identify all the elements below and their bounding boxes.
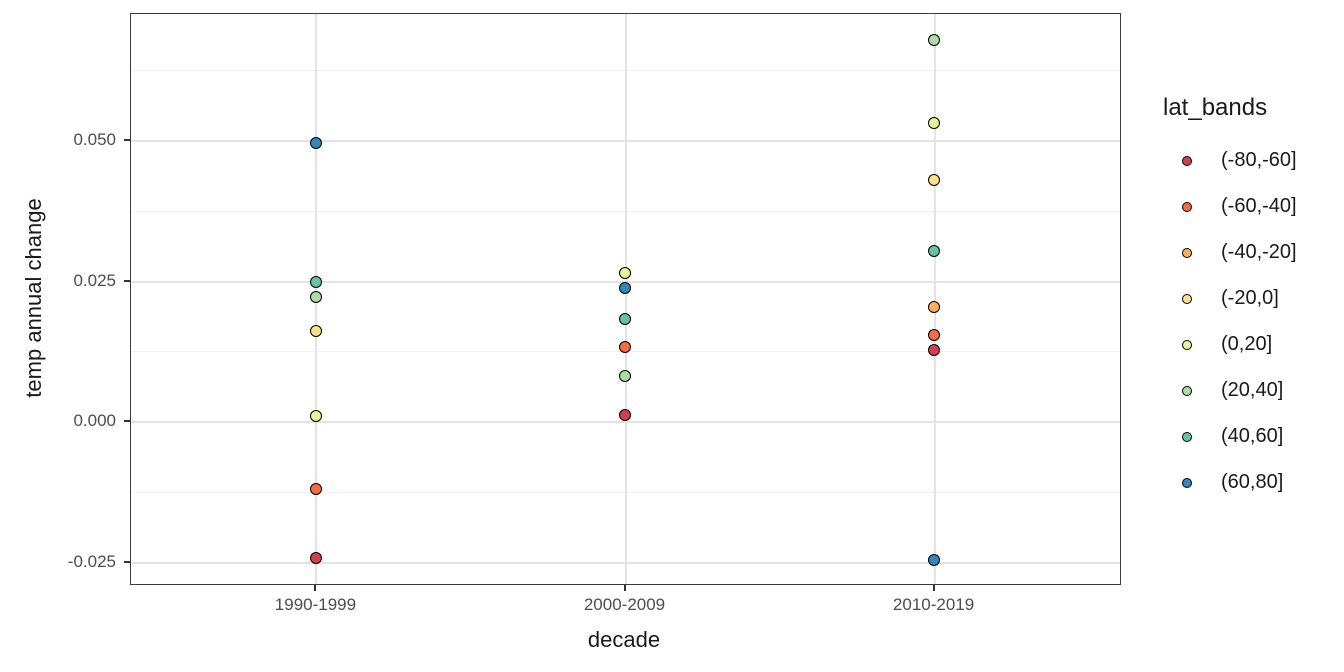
data-point <box>928 328 941 341</box>
legend-label: (20,40] <box>1221 379 1284 401</box>
legend-label: (-20,0] <box>1221 287 1279 309</box>
legend-label: (-60,-40] <box>1221 195 1297 217</box>
data-point <box>928 116 941 129</box>
y-tick-label: 0.000 <box>73 411 116 431</box>
data-point <box>309 552 322 565</box>
legend-label: (-80,-60] <box>1221 149 1297 171</box>
data-point <box>619 370 631 383</box>
data-point <box>928 245 941 258</box>
category-gridline <box>933 14 936 584</box>
y-tick-mark <box>124 138 130 141</box>
plot-panel <box>130 13 1121 585</box>
legend-label: (-40,-20] <box>1221 241 1297 263</box>
legend-key-icon <box>1182 477 1192 488</box>
legend-key-icon <box>1182 201 1192 212</box>
y-tick-mark <box>124 279 130 282</box>
data-point <box>309 482 322 495</box>
legend-key-icon <box>1182 431 1192 442</box>
x-tick-label: 2000-2009 <box>583 595 666 614</box>
x-tick-mark <box>314 584 317 591</box>
legend-key-icon <box>1182 385 1192 396</box>
x-tick-label: 1990-1999 <box>274 595 357 614</box>
legend-item: (-40,-20] <box>1150 230 1297 276</box>
x-tick-mark <box>623 584 626 591</box>
data-point <box>928 173 941 186</box>
data-point <box>309 275 322 288</box>
x-tick-mark <box>932 584 935 591</box>
legend-item: (40,60] <box>1150 414 1283 460</box>
y-tick-label: 0.025 <box>73 270 116 290</box>
legend-item: (60,80] <box>1150 460 1283 506</box>
legend-item: (-20,0] <box>1150 276 1279 322</box>
data-point <box>619 313 631 326</box>
y-tick-mark <box>124 420 130 423</box>
legend-key-icon <box>1182 247 1192 258</box>
data-point <box>309 290 322 303</box>
y-tick-label: -0.025 <box>67 552 116 572</box>
data-point <box>619 266 631 279</box>
y-tick-mark <box>124 561 130 564</box>
data-point <box>928 300 941 313</box>
data-point <box>619 408 631 421</box>
legend-key-icon <box>1182 339 1192 350</box>
legend-key-icon <box>1182 293 1192 304</box>
data-point <box>309 324 322 337</box>
data-point <box>928 343 941 356</box>
legend-title: lat_bands <box>1163 94 1268 121</box>
data-point <box>309 410 322 423</box>
data-point <box>928 553 941 566</box>
data-point <box>619 281 631 294</box>
legend-label: (40,60] <box>1221 425 1284 447</box>
legend-label: (60,80] <box>1221 471 1284 493</box>
y-tick-label: 0.050 <box>73 129 116 149</box>
legend-item: (20,40] <box>1150 368 1283 414</box>
legend: lat_bands (-80,-60] (-60,-40] (-40,-20] (-2… <box>1150 88 1344 518</box>
legend-key-icon <box>1182 155 1192 166</box>
legend-item: (-80,-60] <box>1150 138 1297 184</box>
data-point <box>928 33 941 46</box>
legend-item: (-60,-40] <box>1150 184 1297 230</box>
y-axis-title: temp annual change <box>21 198 46 398</box>
legend-label: (0,20] <box>1221 333 1273 355</box>
x-tick-label: 2010-2019 <box>892 595 975 614</box>
legend-item: (0,20] <box>1150 322 1272 368</box>
category-gridline <box>624 14 627 584</box>
data-point <box>309 137 322 150</box>
x-axis-title: decade <box>587 627 661 652</box>
data-point <box>619 340 631 353</box>
